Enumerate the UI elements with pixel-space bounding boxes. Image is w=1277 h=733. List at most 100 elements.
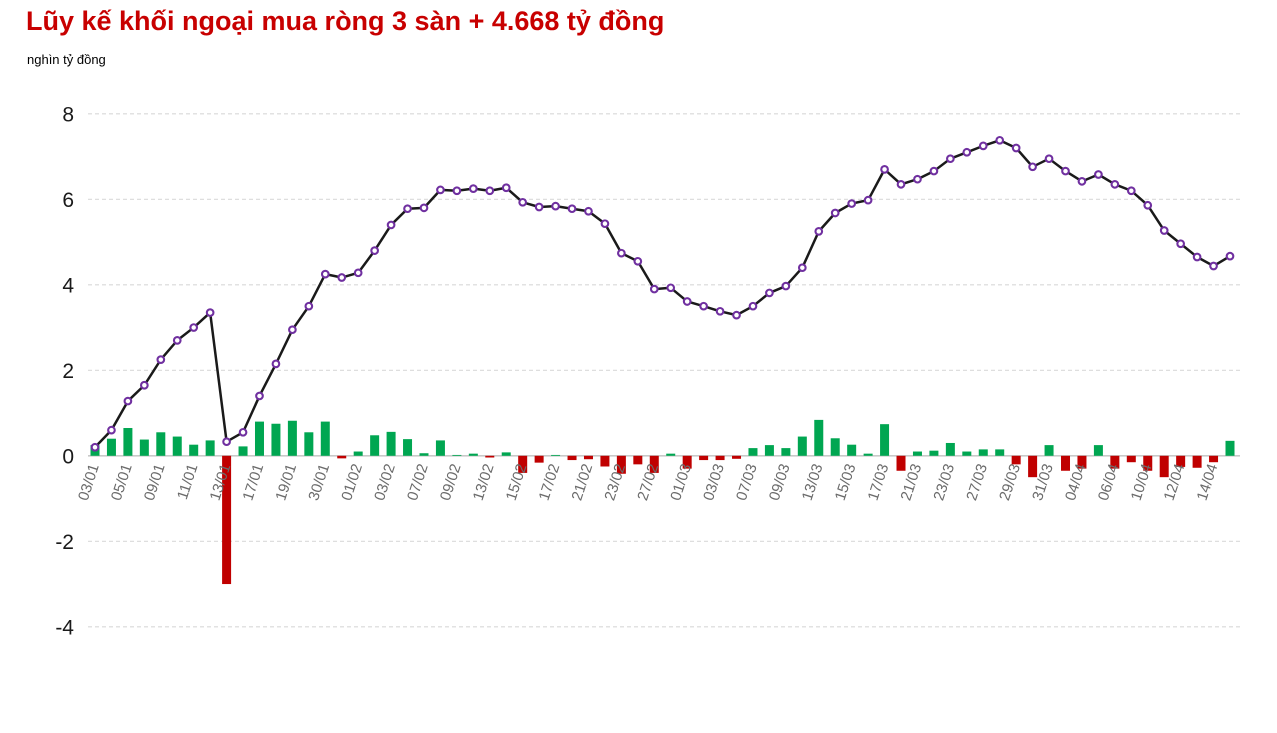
net-buy-bar <box>666 453 676 456</box>
line-marker <box>715 306 725 316</box>
line-marker <box>649 284 659 294</box>
line-marker <box>205 308 215 317</box>
net-buy-bar <box>238 446 248 456</box>
line-marker <box>929 166 939 176</box>
net-sell-bar <box>600 455 610 467</box>
y-tick-label: 0 <box>62 445 74 468</box>
line-marker <box>320 269 330 279</box>
x-tick-label: 03/03 <box>700 462 728 503</box>
x-tick-label: 27/03 <box>963 462 991 503</box>
net-buy-bar <box>797 436 807 456</box>
line-marker <box>485 186 495 196</box>
line-marker <box>468 184 478 193</box>
x-tick-label: 19/01 <box>272 462 300 503</box>
line-marker <box>748 301 758 311</box>
x-tick-label: 13/03 <box>799 462 827 503</box>
line-marker <box>123 396 133 406</box>
net-buy-bar <box>962 451 972 456</box>
line-marker <box>1192 252 1202 262</box>
line-marker <box>781 281 791 291</box>
net-buy-bar <box>1225 440 1235 456</box>
x-tick-label: 13/02 <box>470 462 498 503</box>
net-buy-bar <box>880 424 890 456</box>
x-tick-label: 23/03 <box>930 462 958 503</box>
net-buy-bar <box>156 432 166 456</box>
line-marker <box>633 256 643 266</box>
y-tick-label: 6 <box>62 189 74 212</box>
net-buy-bar <box>123 428 133 456</box>
net-sell-bar <box>1028 455 1038 478</box>
line-marker <box>1061 166 1070 176</box>
x-tick-label: 17/02 <box>536 462 564 503</box>
net-buy-bar <box>978 449 988 456</box>
net-sell-bar <box>1110 455 1120 469</box>
net-buy-bar <box>863 453 873 456</box>
line-marker <box>1011 143 1021 153</box>
line-marker <box>518 197 528 207</box>
line-marker <box>551 201 560 211</box>
line-marker <box>880 165 889 174</box>
line-marker <box>189 323 199 332</box>
net-buy-bar <box>304 432 314 456</box>
line-marker <box>814 227 824 236</box>
x-tick-label: 01/03 <box>667 462 695 503</box>
net-buy-bar <box>320 421 330 456</box>
x-tick-label: 07/03 <box>733 462 761 503</box>
net-sell-bar <box>649 455 659 473</box>
net-sell-bar <box>1077 455 1087 469</box>
line-marker <box>1077 176 1087 186</box>
line-marker <box>304 301 314 311</box>
line-marker <box>337 273 347 282</box>
net-buy-bar <box>501 452 511 456</box>
net-sell-bar <box>1143 455 1153 471</box>
x-tick-label: 09/02 <box>437 462 465 503</box>
net-sell-bar <box>485 455 495 458</box>
line-marker <box>765 288 774 298</box>
y-axis-unit-label: nghìn tỷ đồng <box>27 52 106 67</box>
x-tick-label: 05/01 <box>108 462 136 503</box>
y-tick-label: 4 <box>62 274 74 297</box>
line-marker <box>567 204 577 214</box>
net-buy-bar <box>287 420 297 456</box>
net-sell-bar <box>699 455 709 461</box>
x-tick-label: 01/02 <box>338 462 366 503</box>
line-marker <box>584 206 593 216</box>
x-tick-label: 14/04 <box>1194 462 1222 503</box>
line-marker <box>139 380 149 390</box>
line-marker <box>699 301 708 311</box>
line-marker <box>501 183 511 193</box>
net-buy-bar <box>945 442 955 456</box>
line-marker <box>222 437 231 447</box>
net-sell-bar <box>583 455 593 460</box>
x-tick-label: 11/01 <box>174 462 201 502</box>
y-tick-label: 8 <box>62 103 74 126</box>
net-sell-bar <box>337 455 347 459</box>
line-marker <box>1225 251 1235 261</box>
net-buy-bar <box>205 440 215 456</box>
net-buy-bar <box>1093 445 1103 456</box>
x-tick-label: 27/02 <box>634 462 662 503</box>
line-marker <box>534 202 544 212</box>
line-marker <box>896 179 906 189</box>
net-buy-bar <box>1044 445 1054 456</box>
net-sell-bar <box>1126 455 1136 463</box>
y-tick-label: 2 <box>62 360 74 383</box>
net-buy-bar <box>403 439 413 456</box>
net-sell-bar <box>616 455 626 474</box>
net-buy-bar <box>386 431 396 456</box>
x-tick-label: 17/01 <box>240 462 268 503</box>
line-marker <box>452 186 462 196</box>
line-marker <box>1110 179 1120 189</box>
x-tick-label: 29/03 <box>996 462 1024 503</box>
net-buy-bar <box>814 419 824 456</box>
net-sell-bar <box>1192 455 1202 468</box>
net-buy-bar <box>830 438 840 456</box>
net-buy-bar <box>929 450 939 456</box>
net-buy-bar <box>139 439 149 456</box>
net-buy-bar <box>995 449 1005 456</box>
net-buy-bar <box>254 421 264 456</box>
y-tick-label: -2 <box>55 531 74 554</box>
line-marker <box>403 204 412 214</box>
x-tick-label: 15/03 <box>832 462 860 503</box>
